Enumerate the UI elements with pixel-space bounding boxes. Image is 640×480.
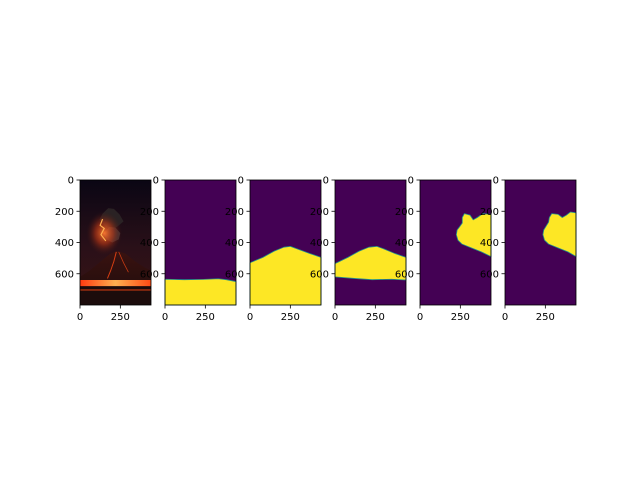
mask-region [334,246,407,281]
panel-5: 0 200 400 600 0 250 [395,176,492,323]
x-tick-label: 250 [366,312,385,323]
panel-3: 0 200 400 600 0 250 [225,176,322,323]
y-tick-label: 400 [480,238,499,249]
y-tick-label: 200 [55,207,74,218]
y-tick-label: 600 [55,269,74,280]
y-tick-label: 0 [238,176,244,187]
y-tick-label: 200 [310,207,329,218]
mask-region [542,211,577,257]
y-tick-label: 400 [140,238,159,249]
y-tick-label: 0 [408,176,414,187]
y-tick-label: 600 [310,269,329,280]
x-tick-label: 0 [247,312,253,323]
lava-glint [80,289,151,291]
x-tick-label: 0 [502,312,508,323]
x-tick-label: 0 [162,312,168,323]
y-tick-label: 200 [140,207,159,218]
x-tick-label: 0 [77,312,83,323]
y-tick-label: 0 [153,176,159,187]
mask-background [335,180,406,305]
panel-6: 0 200 400 600 0 250 [480,176,577,323]
y-tick-label: 400 [225,238,244,249]
x-tick-label: 250 [281,312,300,323]
panel-4: 0 200 400 600 0 250 [310,176,407,323]
y-tick-label: 400 [310,238,329,249]
y-tick-label: 400 [55,238,74,249]
lava-streak [106,251,117,279]
y-tick-label: 600 [225,269,244,280]
y-tick-label: 0 [493,176,499,187]
panel-1: 0 200 400 600 0 250 [55,176,152,323]
y-tick-label: 400 [395,238,414,249]
x-tick-label: 250 [451,312,470,323]
y-tick-label: 600 [140,269,159,280]
x-tick-label: 0 [417,312,423,323]
eruption-glow [86,211,123,256]
lightning [99,218,107,242]
volcano-image [80,180,151,305]
mask-region [164,278,237,306]
lava-river [80,280,151,287]
lava-streak [118,251,129,273]
ground [80,286,151,305]
y-tick-label: 200 [225,207,244,218]
x-tick-label: 250 [536,312,555,323]
y-tick-label: 200 [395,207,414,218]
y-tick-label: 200 [480,207,499,218]
y-tick-label: 0 [323,176,329,187]
x-tick-label: 250 [196,312,215,323]
y-tick-label: 600 [395,269,414,280]
mask-region [455,213,492,257]
panel-2: 0 200 400 600 0 250 [140,176,237,323]
y-tick-label: 0 [68,176,74,187]
x-tick-label: 250 [111,312,130,323]
x-tick-label: 0 [332,312,338,323]
y-tick-label: 600 [480,269,499,280]
